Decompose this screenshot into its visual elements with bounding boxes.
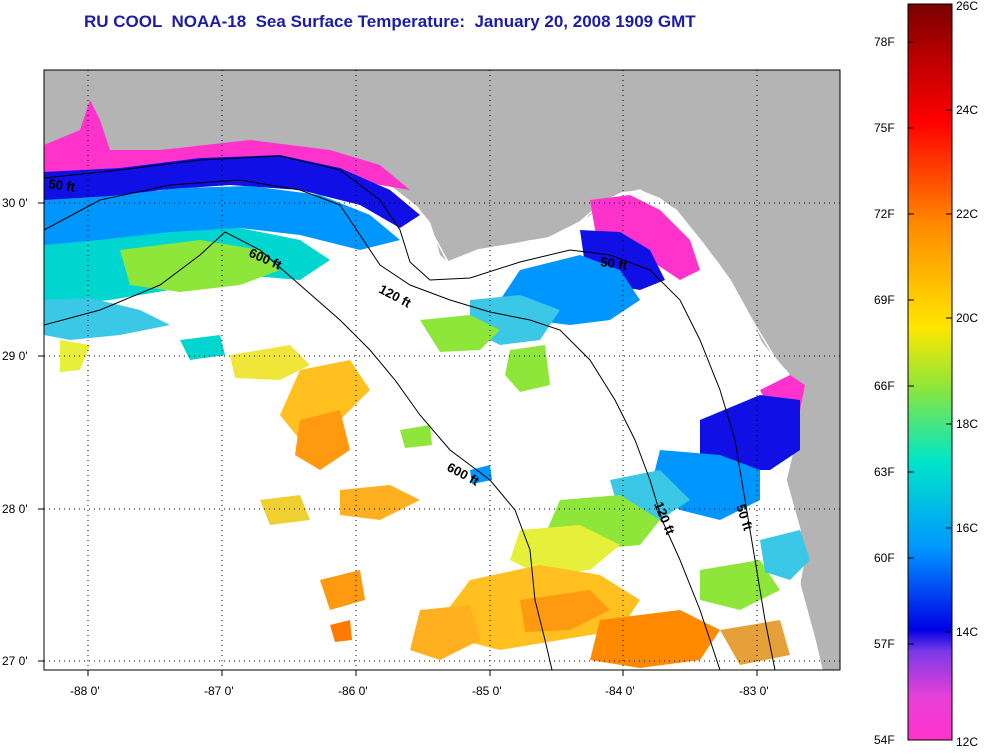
colorbar-c-label: 20C bbox=[956, 311, 978, 325]
colorbar-c-label: 22C bbox=[956, 207, 978, 221]
colorbar-c-label: 18C bbox=[956, 417, 978, 431]
lat-label: 28 0' bbox=[2, 502, 28, 516]
longitude-labels: -88 0' -87 0' -86 0' -85 0' -84 0' -83 0… bbox=[70, 684, 769, 698]
axis-ticks bbox=[38, 202, 758, 676]
colorbar-gradient bbox=[907, 3, 953, 741]
lat-label: 30 0' bbox=[2, 196, 28, 210]
depth-label-50ft-bigbend: 50 ft bbox=[600, 254, 629, 273]
lon-label: -86 0' bbox=[338, 684, 368, 698]
lon-label: -87 0' bbox=[204, 684, 234, 698]
lon-label: -88 0' bbox=[70, 684, 100, 698]
colorbar-f-label: 60F bbox=[874, 551, 895, 565]
lon-label: -83 0' bbox=[739, 684, 769, 698]
depth-contour-lines bbox=[44, 155, 776, 670]
colorbar-c-label: 14C bbox=[956, 625, 978, 639]
colorbar-f-label: 75F bbox=[874, 121, 895, 135]
sst-patches bbox=[44, 100, 810, 668]
colorbar-c-label: 26C bbox=[956, 0, 978, 13]
colorbar-f-label: 66F bbox=[874, 379, 895, 393]
colorbar: 78F 75F 72F 69F 66F 63F 60F 57F 54F 26C … bbox=[874, 0, 978, 749]
land-mass bbox=[44, 70, 840, 670]
colorbar-f-label: 54F bbox=[874, 733, 895, 747]
page-title: RU COOL NOAA-18 Sea Surface Temperature:… bbox=[84, 12, 696, 31]
lon-label: -85 0' bbox=[472, 684, 502, 698]
colorbar-c-label: 12C bbox=[956, 735, 978, 749]
colorbar-f-label: 63F bbox=[874, 465, 895, 479]
colorbar-f-label: 57F bbox=[874, 637, 895, 651]
lat-label: 27 0' bbox=[2, 654, 28, 668]
lon-label: -84 0' bbox=[605, 684, 635, 698]
colorbar-f-label: 72F bbox=[874, 207, 895, 221]
colorbar-f-label: 69F bbox=[874, 293, 895, 307]
colorbar-c-label: 24C bbox=[956, 103, 978, 117]
map-frame bbox=[43, 69, 841, 671]
lat-label: 29 0' bbox=[2, 349, 28, 363]
colorbar-c-label: 16C bbox=[956, 521, 978, 535]
depth-label-50ft-west: 50 ft bbox=[48, 176, 77, 195]
colorbar-f-label: 78F bbox=[874, 35, 895, 49]
latitude-labels: 30 0' 29 0' 28 0' 27 0' bbox=[2, 196, 28, 668]
